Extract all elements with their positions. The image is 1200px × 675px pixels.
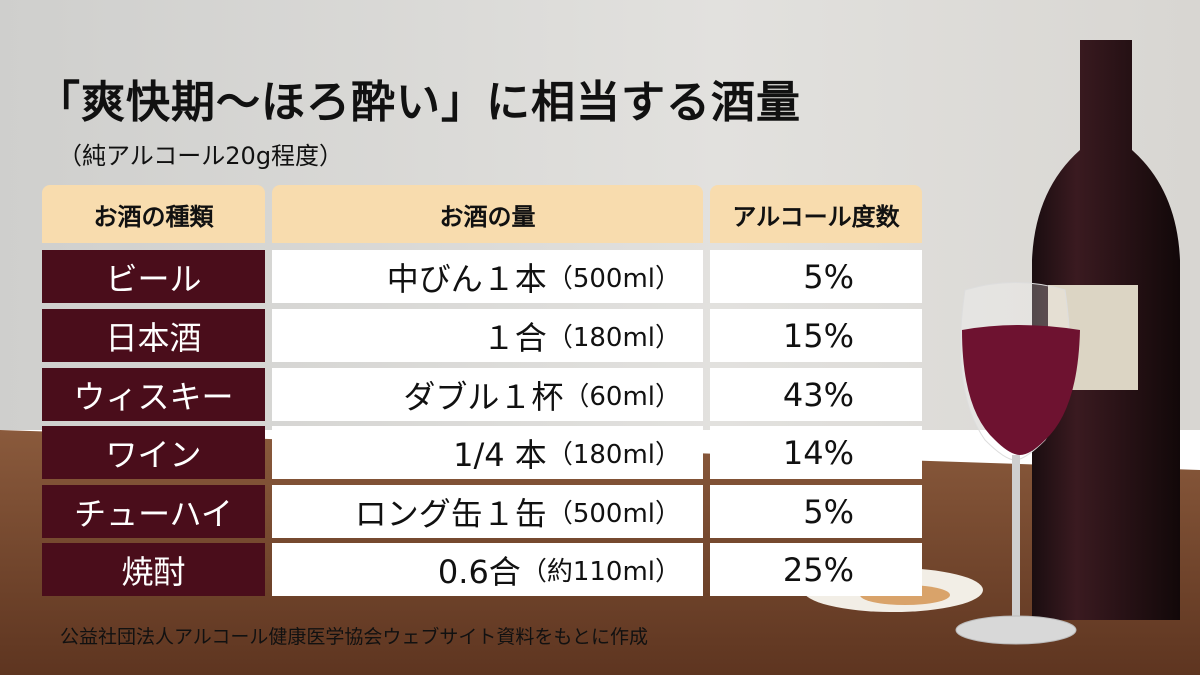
amount: 1/4 本 [453,435,547,474]
volume: （500ml） [546,264,681,294]
drink-type: 日本酒 [42,309,265,362]
drink-type: ワイン [42,426,265,479]
volume: （180ml） [546,440,681,470]
drink-type: ウィスキー [42,368,265,421]
amount: 中びん１本 [386,259,547,298]
volume: （500ml） [546,499,681,529]
drink-type: 焼酎 [42,543,265,596]
column-header: アルコール度数 [710,185,922,243]
subtitle: （純アルコール20g程度） [58,142,344,170]
alcohol-percent: 5% [710,250,922,303]
amount: １合 [482,318,547,357]
alcohol-percent: 5% [710,485,922,538]
amount-cell: １合 （180ml） [272,309,703,362]
amount: 0.6合 [437,552,521,591]
amount-cell: 中びん１本 （500ml） [272,250,703,303]
alcohol-percent: 14% [710,426,922,479]
column-header: お酒の量 [272,185,703,243]
alcohol-percent: 15% [710,309,922,362]
volume: （約110ml） [520,557,681,587]
title: 「爽快期～ほろ酔い」に相当する酒量 [36,77,801,128]
drink-type: チューハイ [42,485,265,538]
drink-type: ビール [42,250,265,303]
alcohol-percent: 43% [710,368,922,421]
volume: （60ml） [563,382,681,412]
alcohol-percent: 25% [710,543,922,596]
amount: ダブル１杯 [403,377,564,416]
amount-cell: 0.6合 （約110ml） [272,543,703,596]
column-header: お酒の種類 [42,185,265,243]
source-note: 公益社団法人アルコール健康医学協会ウェブサイト資料をもとに作成 [60,626,649,648]
amount-cell: 1/4 本（180ml） [272,426,703,479]
volume: （180ml） [546,323,681,353]
amount-cell: ロング缶１缶 （500ml） [272,485,703,538]
amount-cell: ダブル１杯 （60ml） [272,368,703,421]
amount: ロング缶１缶 [354,494,547,533]
